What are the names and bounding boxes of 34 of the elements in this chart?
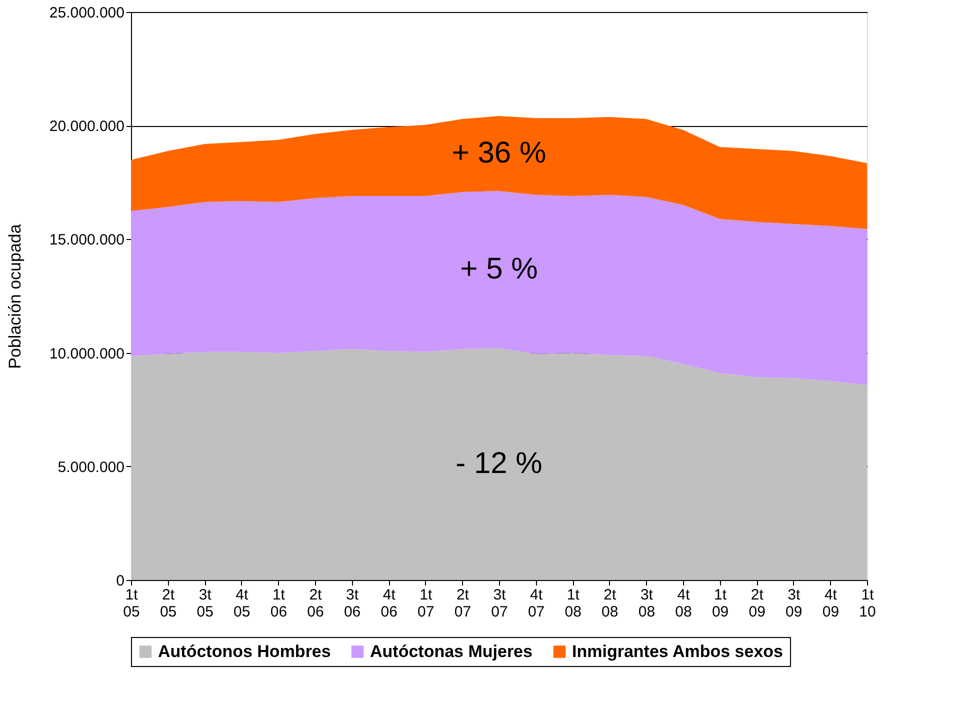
x-tick-label: 1t 08 — [564, 586, 582, 620]
x-tick-label: 3t 09 — [786, 586, 802, 620]
x-tick-label: 3t 05 — [196, 586, 214, 620]
y-tick-label: 0 — [116, 572, 124, 590]
x-tick-label: 4t 06 — [380, 586, 398, 620]
annotation: + 36 % — [452, 136, 546, 170]
x-tick-label: 4t 05 — [234, 586, 250, 620]
y-tick-label: 15.000.000 — [49, 232, 124, 249]
x-tick-label: 1t 05 — [123, 586, 140, 620]
x-tick-label: 2t 07 — [454, 586, 472, 620]
x-tick-label: 1t 06 — [270, 586, 288, 620]
x-tick-label: 3t 07 — [491, 586, 508, 620]
x-tick-label: 3t 06 — [344, 586, 361, 620]
x-tick-label: 2t 09 — [748, 586, 766, 620]
x-tick-label: 2t 08 — [602, 586, 618, 620]
legend-label: Inmigrantes Ambos sexos — [572, 642, 783, 661]
x-tick-label: 1t 09 — [712, 586, 729, 620]
x-tick-label: 1t 07 — [418, 586, 434, 620]
y-tick-label: 5.000.000 — [58, 458, 124, 476]
y-tick-label: 25.000.000 — [49, 4, 124, 22]
annotation: + 5 % — [460, 252, 538, 286]
legend-label: Autóctonas Mujeres — [370, 642, 532, 661]
y-tick-label: 10.000.000 — [49, 345, 124, 362]
x-tick-label: 4t 09 — [822, 586, 840, 620]
x-tick-label: 1t 10 — [859, 586, 876, 620]
x-tick-label: 4t 07 — [528, 586, 545, 620]
x-tick-label: 2t 05 — [160, 586, 177, 620]
legend-label: Autóctonos Hombres — [158, 642, 331, 661]
y-tick-label: 20.000.000 — [49, 118, 124, 136]
x-tick-label: 4t 08 — [675, 586, 692, 620]
x-tick-label: 2t 06 — [307, 586, 324, 620]
y-axis-title: Población ocupada — [5, 224, 24, 369]
annotation: - 12 % — [456, 447, 542, 480]
x-tick-label: 3t 08 — [638, 586, 656, 620]
